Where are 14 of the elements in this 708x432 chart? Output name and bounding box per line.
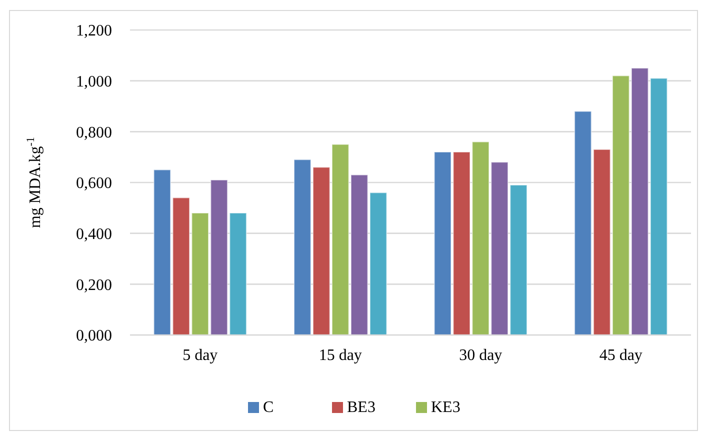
y-tick-label: 1,200: [76, 22, 112, 40]
x-tick-label: 15 day: [318, 347, 362, 364]
legend-label: BE3: [347, 399, 376, 416]
y-tick-label: 0,800: [76, 124, 112, 142]
x-tick-label: 30 day: [459, 347, 502, 364]
x-tick-label: 5 day: [182, 347, 218, 364]
x-tick-label: 45 day: [599, 347, 642, 364]
y-tick-label: 1,000: [76, 73, 112, 90]
legend-label: C: [263, 399, 274, 416]
y-tick-label: 0,000: [76, 328, 112, 345]
y-tick-label: 0,600: [76, 175, 112, 192]
y-tick-label: 0,400: [76, 226, 112, 243]
y-tick-label: 0,200: [76, 276, 112, 294]
legend-label: KE3: [431, 399, 460, 416]
